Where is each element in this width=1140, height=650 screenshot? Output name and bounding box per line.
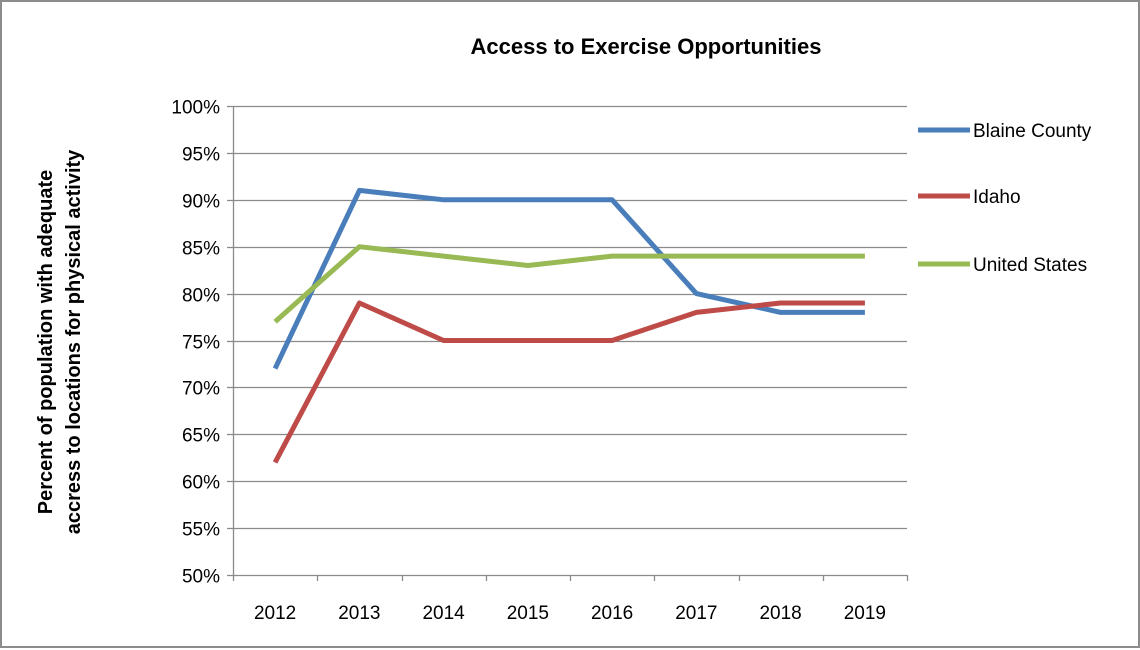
y-tick-label: 50% xyxy=(182,567,220,588)
legend-item-idaho: Idaho xyxy=(918,187,1021,208)
y-tick-label: 75% xyxy=(182,333,220,354)
gridlines xyxy=(227,106,908,581)
x-tick-label: 2019 xyxy=(844,603,886,624)
y-axis-title: Percent of population with adequate accr… xyxy=(35,149,85,534)
series-idaho xyxy=(275,303,865,462)
legend-item-united-states: United States xyxy=(918,255,1087,276)
y-tick-label: 85% xyxy=(182,239,220,260)
x-tick-label: 2016 xyxy=(591,603,633,624)
legend-label: Idaho xyxy=(973,187,1021,208)
legend-label: Blaine County xyxy=(973,121,1092,142)
x-tick-label: 2018 xyxy=(759,603,801,624)
y-tick-label: 70% xyxy=(182,379,220,400)
x-tick-label: 2014 xyxy=(422,603,465,624)
y-axis-title-line-2: accress to locations for physical activi… xyxy=(63,149,85,534)
y-tick-label: 100% xyxy=(171,98,220,119)
legend: Blaine County Idaho United States xyxy=(918,121,1092,276)
y-tick-label: 80% xyxy=(182,286,220,307)
chart-title: Access to Exercise Opportunities xyxy=(471,34,822,59)
data-series xyxy=(275,190,865,462)
series-line xyxy=(275,303,865,462)
legend-label: United States xyxy=(973,255,1087,276)
y-tick-label: 60% xyxy=(182,473,220,494)
x-tick-label: 2012 xyxy=(254,603,296,624)
x-axis-tick-labels: 2012 2013 2014 2015 2016 2017 2018 2019 xyxy=(254,603,886,624)
y-tick-label: 55% xyxy=(182,520,220,541)
y-axis-title-line-1: Percent of population with adequate xyxy=(35,170,57,514)
y-tick-label: 95% xyxy=(182,145,220,166)
y-tick-label: 65% xyxy=(182,426,220,447)
x-tick-label: 2015 xyxy=(507,603,549,624)
legend-item-blaine-county: Blaine County xyxy=(918,121,1092,142)
y-axis-tick-labels: 50% 55% 60% 65% 70% 75% 80% 85% 90% 95% 100% xyxy=(171,98,220,588)
y-tick-label: 90% xyxy=(182,192,220,213)
x-tick-label: 2013 xyxy=(338,603,380,624)
x-tick-label: 2017 xyxy=(675,603,717,624)
